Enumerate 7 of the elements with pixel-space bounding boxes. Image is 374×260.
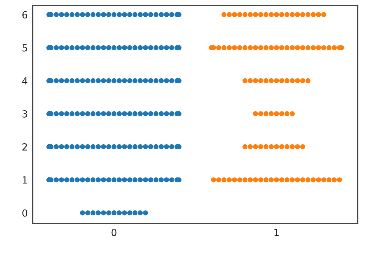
y-tick-label: 2 [22, 144, 28, 151]
y-tick-label: 3 [22, 110, 28, 118]
y-tick-label: 4 [22, 78, 28, 85]
y-tick-label: 0 [22, 210, 28, 217]
y-tick-label: 1 [23, 176, 28, 184]
y-tick-label: 6 [22, 11, 28, 19]
y-tick-label: 5 [22, 44, 28, 52]
